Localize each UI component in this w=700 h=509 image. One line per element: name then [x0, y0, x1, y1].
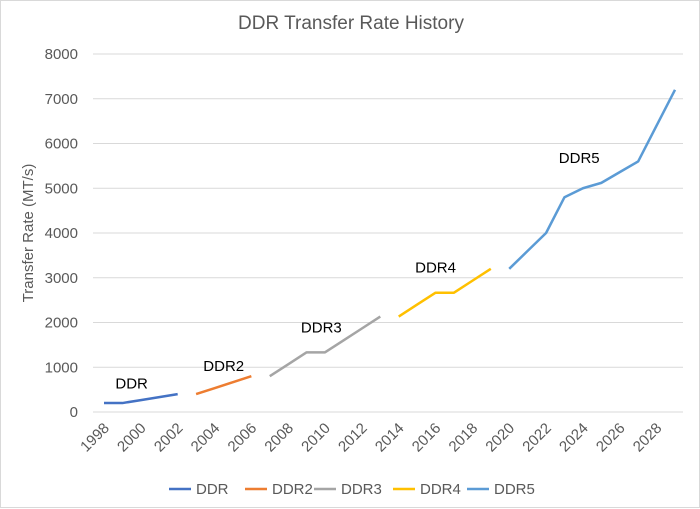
- y-tick-label: 8000: [45, 46, 78, 63]
- x-tick-label: 2006: [225, 420, 261, 456]
- data-label-ddr2: DDR2: [203, 358, 244, 375]
- legend-entry: DDR: [196, 481, 229, 498]
- y-tick-label: 6000: [45, 136, 78, 153]
- legend-entry: DDR4: [420, 481, 461, 498]
- x-tick-label: 2002: [151, 420, 187, 456]
- y-tick-label: 5000: [45, 180, 78, 197]
- x-tick-label: 2000: [114, 420, 150, 456]
- series-line-ddr3: [269, 315, 381, 378]
- y-tick-label: 1000: [45, 359, 78, 376]
- x-tick-label: 2024: [556, 420, 592, 456]
- x-tick-label: 2004: [188, 420, 224, 456]
- x-tick-label: 2028: [630, 420, 666, 456]
- x-tick-label: 2016: [409, 420, 445, 456]
- series-line-ddr4: [398, 267, 492, 318]
- data-label-ddr4: DDR4: [415, 259, 456, 276]
- x-tick-label: 2012: [335, 420, 371, 456]
- legend-entry: DDR5: [494, 481, 535, 498]
- x-tick-label: 1998: [77, 420, 113, 456]
- y-axis-label: Transfer Rate (MT/s): [20, 164, 37, 303]
- y-tick-label: 0: [70, 404, 78, 421]
- series-line-ddr5: [508, 89, 677, 270]
- x-tick-label: 2018: [446, 420, 482, 456]
- x-tick-label: 2010: [298, 420, 334, 456]
- x-tick-label: 2020: [482, 420, 518, 456]
- legend-entry: DDR3: [341, 481, 382, 498]
- y-tick-label: 3000: [45, 270, 78, 287]
- chart-title: DDR Transfer Rate History: [238, 13, 464, 34]
- y-tick-label: 7000: [45, 91, 78, 108]
- legend-entry: DDR2: [272, 481, 313, 498]
- data-label-ddr3: DDR3: [301, 319, 342, 336]
- data-label-ddr: DDR: [115, 375, 148, 392]
- series-line-ddr: [104, 392, 178, 405]
- x-tick-label: 2026: [593, 420, 629, 456]
- y-tick-label: 4000: [45, 225, 78, 242]
- series-line-ddr2: [195, 375, 252, 396]
- y-tick-label: 2000: [45, 315, 78, 332]
- data-label-ddr5: DDR5: [559, 150, 600, 167]
- x-tick-label: 2008: [261, 420, 297, 456]
- x-tick-label: 2022: [519, 420, 555, 456]
- x-tick-label: 2014: [372, 420, 408, 456]
